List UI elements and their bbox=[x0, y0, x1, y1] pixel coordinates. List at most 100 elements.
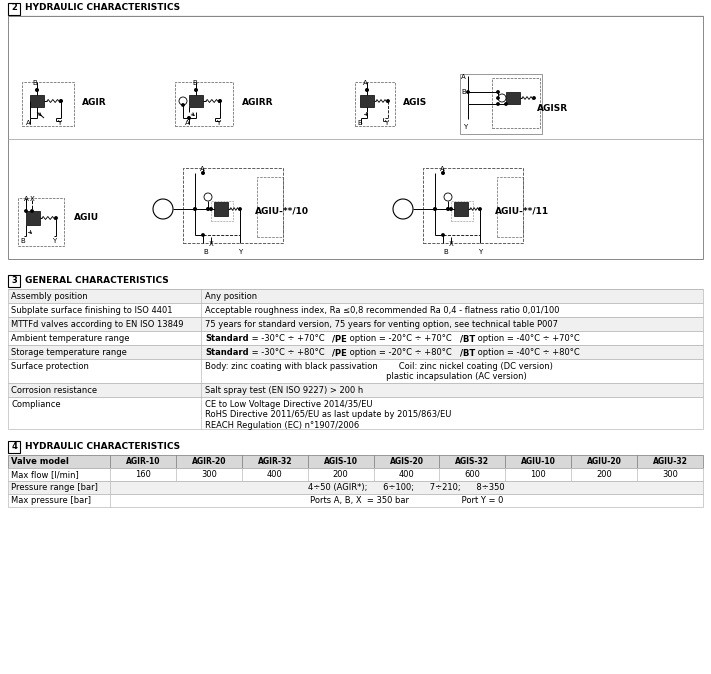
Circle shape bbox=[533, 97, 535, 99]
Bar bbox=[8, 441, 20, 453]
Text: Subplate surface finishing to ISO 4401: Subplate surface finishing to ISO 4401 bbox=[11, 306, 173, 315]
Text: B: B bbox=[203, 249, 208, 255]
Text: = -30°C ÷ +80°C: = -30°C ÷ +80°C bbox=[249, 348, 332, 357]
Circle shape bbox=[239, 208, 241, 210]
Text: AGIRR: AGIRR bbox=[242, 98, 274, 107]
Text: A: A bbox=[24, 196, 28, 202]
Text: Body: zinc coating with black passivation        Coil: zinc nickel coating (DC v: Body: zinc coating with black passivatio… bbox=[205, 362, 553, 381]
Text: HYDRAULIC CHARACTERISTICS: HYDRAULIC CHARACTERISTICS bbox=[25, 3, 180, 12]
Bar bbox=[175, 82, 233, 126]
Text: Surface protection: Surface protection bbox=[11, 362, 89, 371]
Text: Storage temperature range: Storage temperature range bbox=[11, 348, 127, 357]
Text: Y: Y bbox=[238, 249, 242, 255]
Text: 300: 300 bbox=[201, 470, 217, 479]
Text: Corrosion resistance: Corrosion resistance bbox=[11, 386, 97, 395]
Circle shape bbox=[442, 172, 444, 175]
Text: A: A bbox=[363, 80, 368, 86]
Text: Y: Y bbox=[478, 249, 482, 255]
Bar bbox=[8, 289, 703, 303]
Text: X: X bbox=[209, 241, 214, 247]
Bar bbox=[8, 3, 20, 15]
Text: Y: Y bbox=[216, 120, 220, 126]
Bar bbox=[18, 198, 64, 246]
Circle shape bbox=[449, 208, 452, 210]
Bar bbox=[26, 211, 40, 225]
Text: 600: 600 bbox=[464, 470, 481, 479]
Circle shape bbox=[204, 193, 212, 201]
Text: 200: 200 bbox=[333, 470, 348, 479]
Bar bbox=[183, 168, 283, 243]
Text: 2: 2 bbox=[11, 3, 17, 12]
Text: = -30°C ÷ +70°C: = -30°C ÷ +70°C bbox=[249, 334, 332, 343]
Text: 75 years for standard version, 75 years for venting option, see technical table : 75 years for standard version, 75 years … bbox=[205, 320, 558, 329]
Text: AGIS-10: AGIS-10 bbox=[324, 457, 358, 466]
Text: /BT: /BT bbox=[459, 348, 475, 357]
Bar bbox=[211, 201, 233, 221]
Text: Compliance: Compliance bbox=[11, 400, 60, 409]
Text: B: B bbox=[461, 89, 466, 95]
Circle shape bbox=[365, 89, 368, 91]
Circle shape bbox=[444, 193, 452, 201]
Bar bbox=[257, 177, 283, 237]
Bar bbox=[8, 359, 703, 383]
Bar bbox=[8, 455, 703, 468]
Text: Y: Y bbox=[463, 124, 467, 130]
Circle shape bbox=[219, 100, 221, 102]
Bar bbox=[22, 82, 74, 126]
Bar bbox=[8, 481, 703, 494]
Circle shape bbox=[202, 172, 204, 175]
Bar bbox=[360, 95, 374, 107]
Text: Any position: Any position bbox=[205, 292, 257, 301]
Text: MTTFd valves according to EN ISO 13849: MTTFd valves according to EN ISO 13849 bbox=[11, 320, 183, 329]
Circle shape bbox=[393, 199, 413, 219]
Text: AGIS: AGIS bbox=[403, 98, 427, 107]
Text: Y: Y bbox=[384, 120, 388, 126]
Bar bbox=[8, 16, 703, 259]
Text: 3: 3 bbox=[11, 276, 17, 285]
Text: X: X bbox=[30, 196, 35, 202]
Text: AGIS-20: AGIS-20 bbox=[390, 457, 424, 466]
Text: option = -20°C ÷ +70°C: option = -20°C ÷ +70°C bbox=[347, 334, 459, 343]
Circle shape bbox=[207, 208, 209, 210]
Text: 4÷50 (AGIR*);      6÷100;      7÷210;      8÷350: 4÷50 (AGIR*); 6÷100; 7÷210; 8÷350 bbox=[308, 483, 505, 492]
Bar bbox=[8, 275, 20, 287]
Text: option = -20°C ÷ +80°C: option = -20°C ÷ +80°C bbox=[347, 348, 459, 357]
Text: Max pressure [bar]: Max pressure [bar] bbox=[11, 496, 91, 505]
Circle shape bbox=[60, 100, 63, 102]
Text: Standard: Standard bbox=[205, 334, 249, 343]
Text: 300: 300 bbox=[662, 470, 678, 479]
Bar bbox=[8, 494, 703, 507]
Text: option = -40°C ÷ +80°C: option = -40°C ÷ +80°C bbox=[475, 348, 579, 357]
Bar bbox=[492, 78, 540, 128]
Text: AGIU: AGIU bbox=[74, 213, 99, 222]
Text: 4: 4 bbox=[11, 442, 17, 451]
Text: option = -40°C ÷ +70°C: option = -40°C ÷ +70°C bbox=[475, 334, 579, 343]
Circle shape bbox=[202, 234, 204, 236]
Bar bbox=[8, 345, 703, 359]
Circle shape bbox=[193, 208, 196, 210]
Text: 400: 400 bbox=[267, 470, 282, 479]
Text: A: A bbox=[200, 166, 205, 172]
Text: AGISR: AGISR bbox=[537, 104, 568, 113]
Text: Valve model: Valve model bbox=[11, 457, 69, 466]
Text: /PE: /PE bbox=[332, 348, 347, 357]
Bar bbox=[189, 95, 203, 107]
Text: Max flow [l/min]: Max flow [l/min] bbox=[11, 470, 79, 479]
Text: Ports A, B, X  = 350 bar                    Port Y = 0: Ports A, B, X = 350 bar Port Y = 0 bbox=[310, 496, 503, 505]
Bar bbox=[8, 468, 703, 481]
Bar bbox=[506, 92, 520, 104]
Text: AGIR-32: AGIR-32 bbox=[257, 457, 292, 466]
Bar bbox=[454, 202, 468, 216]
Text: Assembly position: Assembly position bbox=[11, 292, 87, 301]
Text: 100: 100 bbox=[530, 470, 546, 479]
Text: B: B bbox=[443, 249, 448, 255]
Text: /PE: /PE bbox=[332, 334, 347, 343]
Bar bbox=[451, 201, 473, 221]
Text: GENERAL CHARACTERISTICS: GENERAL CHARACTERISTICS bbox=[25, 276, 169, 285]
Circle shape bbox=[434, 208, 437, 210]
Circle shape bbox=[447, 208, 449, 210]
Circle shape bbox=[153, 199, 173, 219]
Text: AGIU-32: AGIU-32 bbox=[653, 457, 688, 466]
Text: Acceptable roughness index, Ra ≤0,8 recommended Ra 0,4 - flatness ratio 0,01/100: Acceptable roughness index, Ra ≤0,8 reco… bbox=[205, 306, 560, 315]
Bar bbox=[460, 74, 542, 134]
